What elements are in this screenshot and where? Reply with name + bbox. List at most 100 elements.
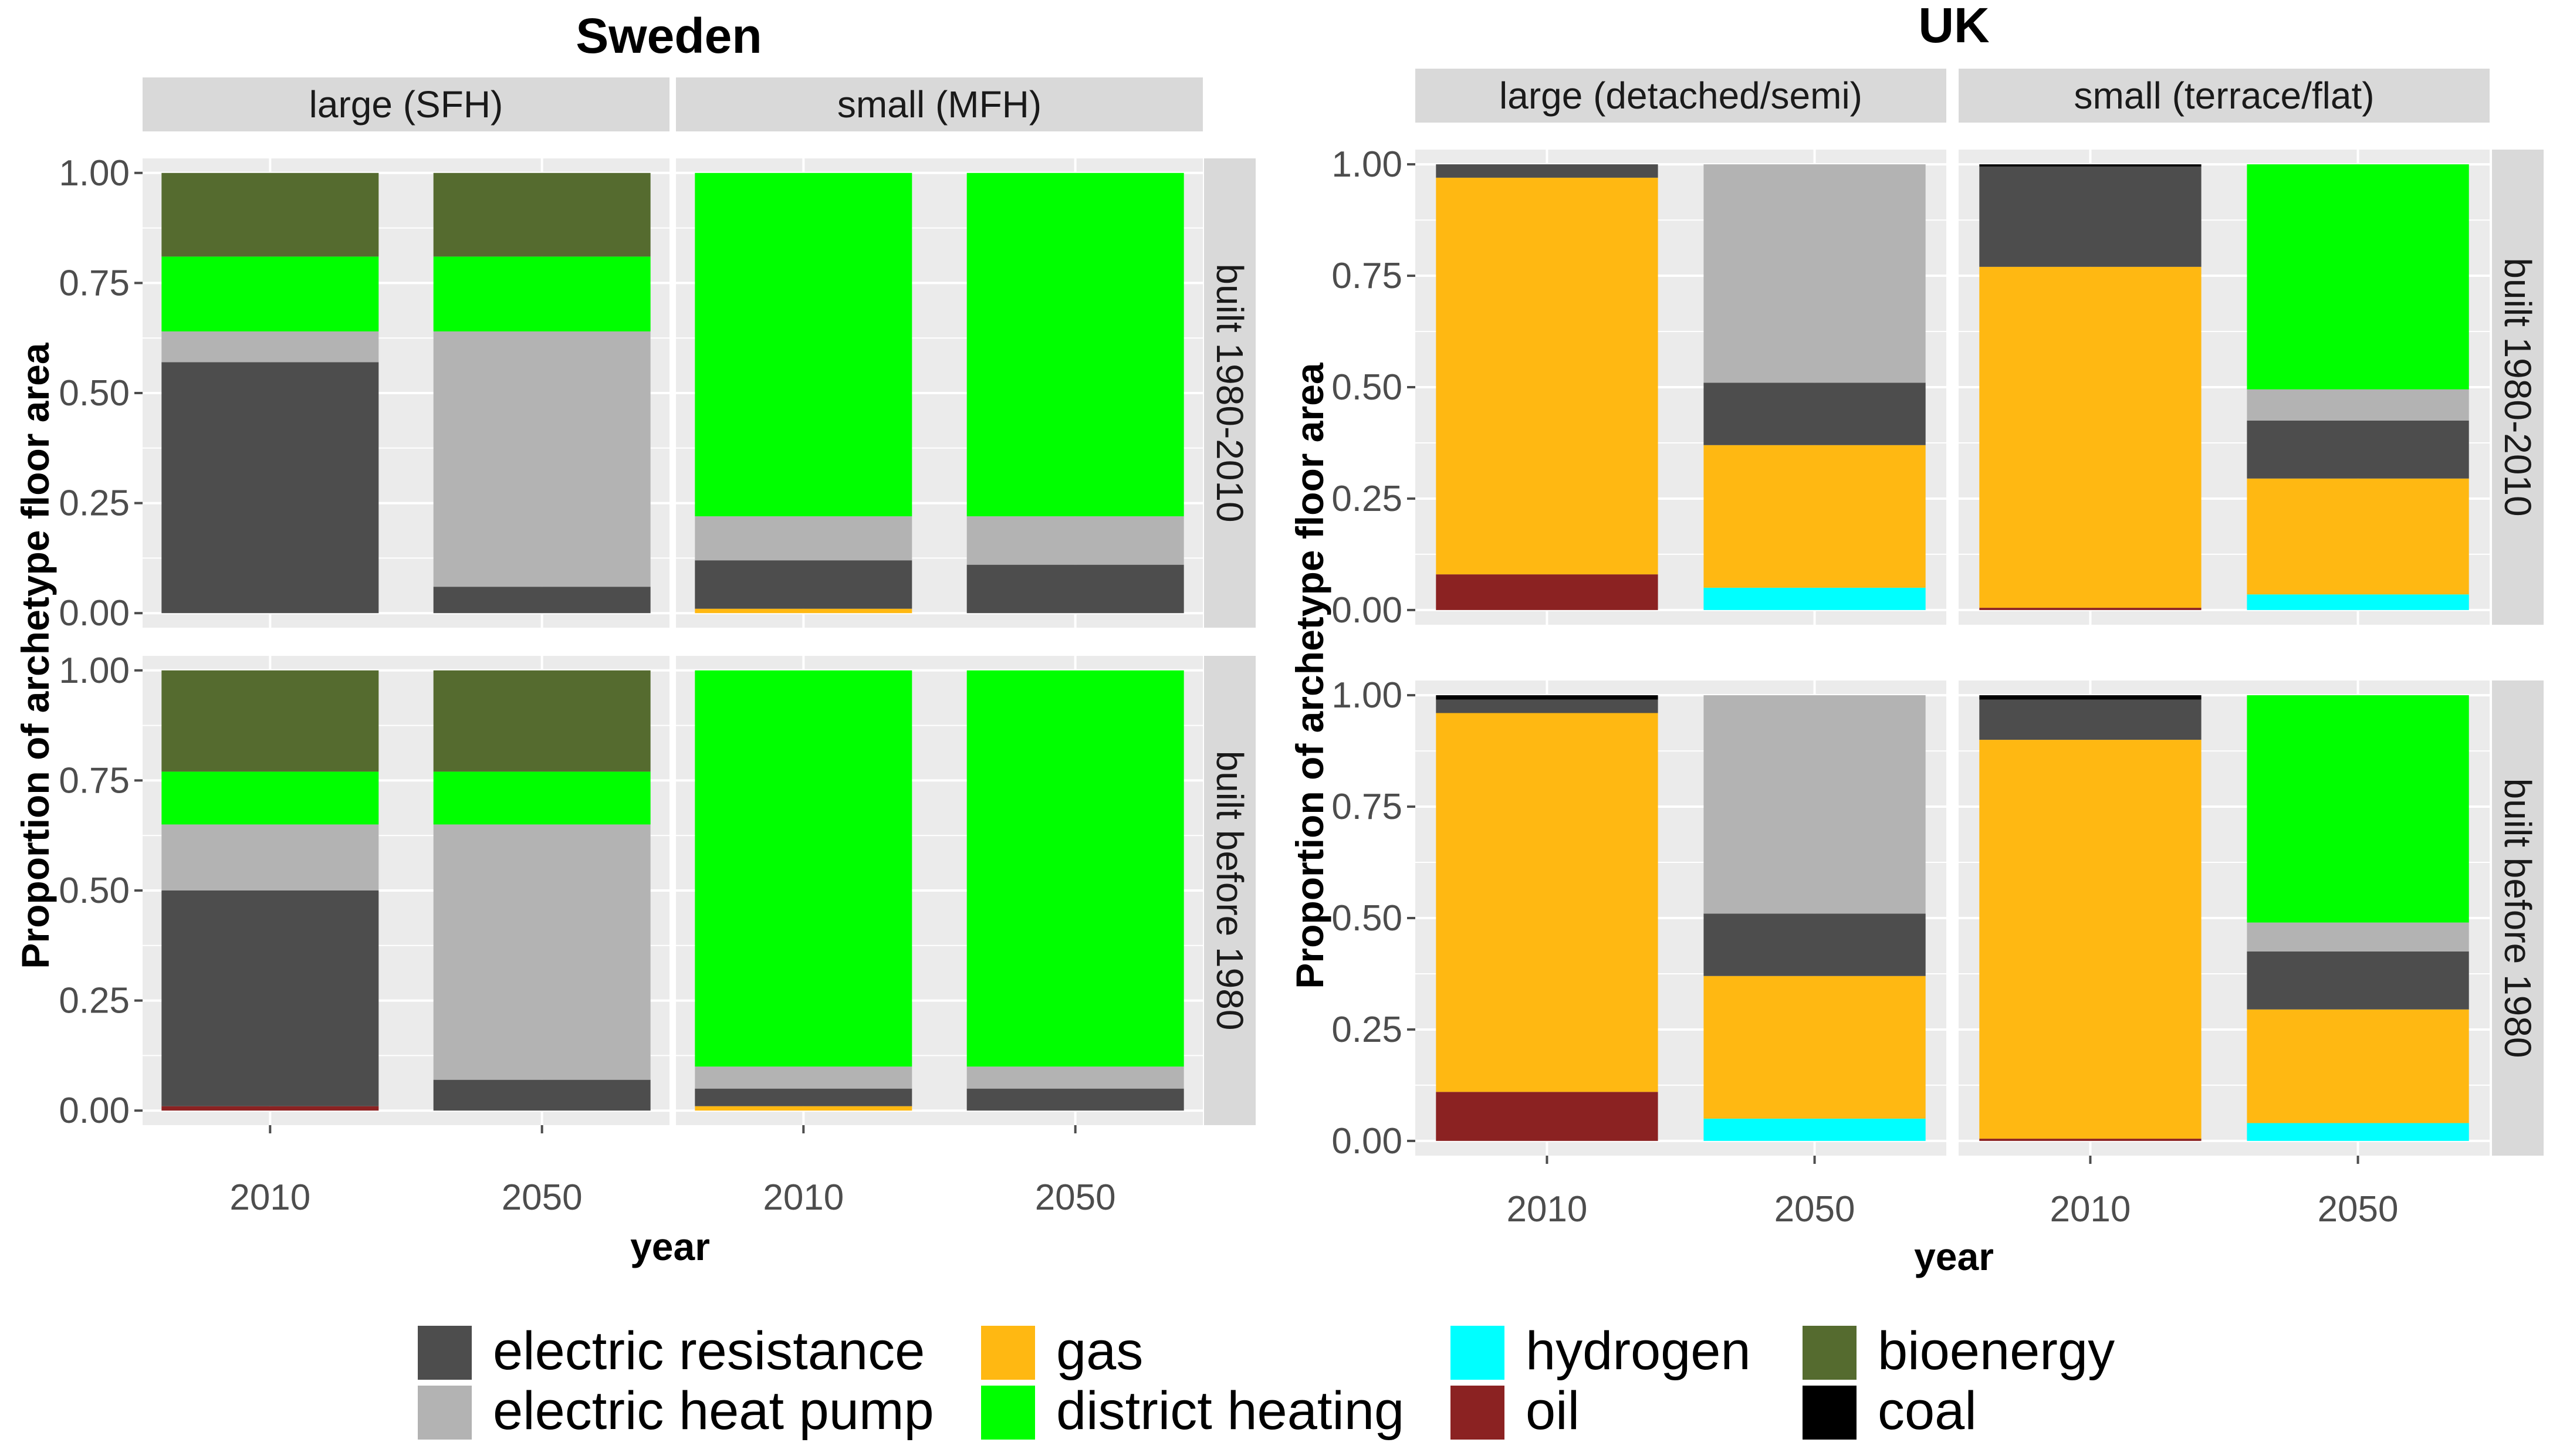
- bar-segment-2010-district-heating: [161, 771, 379, 825]
- y-tick-label: 0.00: [59, 593, 130, 634]
- y-tick-label: 0.25: [1331, 1010, 1402, 1050]
- y-tick-label: 0.50: [1331, 367, 1402, 408]
- panel-small-terrace-flat-built-1980-2010: [1959, 150, 2490, 625]
- bar-segment-2010-oil: [1979, 1139, 2202, 1141]
- bar-segment-2050-electric-resistance: [2247, 951, 2469, 1010]
- legend-label-oil: oil: [1526, 1381, 1580, 1441]
- bar-segment-2050-electric-heat-pump: [2247, 922, 2469, 952]
- panel-small-mfh-built-1980-2010: [676, 158, 1203, 628]
- y-tick-label: 0.25: [59, 483, 130, 524]
- bar-segment-2050-gas: [2247, 478, 2469, 595]
- x-tick-label: 2050: [2318, 1189, 2399, 1230]
- legend-key-oil: [1450, 1386, 1504, 1440]
- bar-segment-2050-electric-resistance: [966, 564, 1184, 614]
- x-tick-label: 2010: [229, 1177, 310, 1218]
- bar-segment-2010-electric-resistance: [1436, 164, 1658, 178]
- bar-segment-2010-bioenergy: [161, 172, 379, 257]
- x-axis-title: year: [630, 1225, 710, 1268]
- bar-segment-2050-electric-resistance: [1703, 382, 1926, 445]
- bar-segment-2010-coal: [1436, 695, 1658, 700]
- bar-segment-2010-oil: [1436, 574, 1658, 610]
- bar-segment-2010-gas: [695, 608, 912, 614]
- y-tick-label: 0.75: [1331, 256, 1402, 296]
- bar-segment-2050-district-heating: [433, 256, 651, 331]
- x-tick-label: 2050: [502, 1177, 583, 1218]
- bar-segment-2010-electric-resistance: [695, 1088, 912, 1106]
- bar-segment-2010-district-heating: [161, 256, 379, 331]
- legend-key-electric-resistance: [418, 1326, 472, 1380]
- row-strip-label-built-before-1980: built before 1980: [2497, 778, 2539, 1058]
- bar-segment-2010-gas: [1436, 177, 1658, 575]
- legend-label-district-heating: district heating: [1056, 1381, 1404, 1441]
- bar-segment-2010-electric-heat-pump: [161, 824, 379, 890]
- bar-segment-2050-gas: [1703, 976, 1926, 1119]
- panel-large-detached-semi-built-1980-2010: [1415, 150, 1946, 625]
- column-strip-label-large-sfh: large (SFH): [309, 83, 503, 126]
- bar-segment-2010-coal: [1979, 164, 2202, 167]
- bar-segment-2010-coal: [1979, 695, 2202, 700]
- legend-key-electric-heat-pump: [418, 1386, 472, 1440]
- legend-label-coal: coal: [1878, 1381, 1977, 1441]
- chart-title: Sweden: [576, 8, 762, 63]
- bar-segment-2050-district-heating: [966, 172, 1184, 517]
- bar-segment-2010-electric-resistance: [695, 560, 912, 609]
- y-tick-label: 0.00: [59, 1091, 130, 1131]
- x-tick-label: 2050: [1035, 1177, 1116, 1218]
- bar-segment-2050-electric-resistance: [966, 1088, 1184, 1111]
- column-strip-label-small-terrace-flat: small (terrace/flat): [2074, 75, 2374, 117]
- legend-key-district-heating: [981, 1386, 1035, 1440]
- bar-segment-2050-district-heating: [966, 670, 1184, 1067]
- y-tick-label: 0.00: [1331, 590, 1402, 631]
- bar-segment-2010-gas: [1979, 740, 2202, 1139]
- y-tick-label: 0.25: [1331, 479, 1402, 519]
- bar-segment-2050-hydrogen: [1703, 587, 1926, 610]
- legend-label-hydrogen: hydrogen: [1526, 1321, 1751, 1381]
- bar-segment-2010-district-heating: [695, 670, 912, 1067]
- chart-title: UK: [1918, 0, 1989, 53]
- row-strip: [1204, 656, 1256, 1125]
- column-strip-label-large-detached-semi: large (detached/semi): [1499, 75, 1862, 117]
- bar-segment-2050-electric-resistance: [1703, 913, 1926, 976]
- bar-segment-2010-electric-heat-pump: [695, 516, 912, 561]
- bar-segment-2050-electric-resistance: [433, 587, 651, 614]
- y-tick-label: 0.00: [1331, 1121, 1402, 1162]
- column-strip-label-small-mfh: small (MFH): [837, 83, 1042, 126]
- bar-segment-2050-hydrogen: [2247, 594, 2469, 610]
- column-strip: [676, 77, 1203, 131]
- bar-segment-2050-electric-resistance: [2247, 420, 2469, 479]
- x-tick-label: 2010: [2050, 1189, 2131, 1230]
- y-axis-title: Proportion of archetype floor area: [1288, 362, 1331, 988]
- panel-large-sfh-built-before-1980: [143, 656, 669, 1125]
- legend-key-coal: [1803, 1386, 1857, 1440]
- x-tick-label: 2050: [1774, 1189, 1855, 1230]
- row-strip-label-built-before-1980: built before 1980: [1209, 751, 1251, 1031]
- legend-label-gas: gas: [1056, 1321, 1143, 1381]
- y-tick-label: 1.00: [59, 651, 130, 691]
- bar-segment-2050-district-heating: [2247, 164, 2469, 390]
- legend-key-bioenergy: [1803, 1326, 1857, 1380]
- bar-segment-2010-electric-resistance: [161, 890, 379, 1106]
- x-tick-label: 2010: [1506, 1189, 1587, 1230]
- y-tick-label: 0.50: [59, 871, 130, 911]
- bar-segment-2010-gas: [695, 1106, 912, 1111]
- y-tick-label: 0.75: [59, 760, 130, 801]
- y-tick-label: 0.50: [1331, 898, 1402, 939]
- bar-segment-2050-electric-heat-pump: [433, 824, 651, 1080]
- bar-segment-2050-electric-heat-pump: [1703, 164, 1926, 383]
- bar-segment-2050-bioenergy: [433, 172, 651, 257]
- bar-segment-2050-electric-heat-pump: [1703, 695, 1926, 914]
- bar-segment-2010-electric-resistance: [1979, 166, 2202, 267]
- bar-segment-2010-gas: [1979, 266, 2202, 608]
- y-axis-title: Proportion of archetype floor area: [13, 342, 57, 969]
- y-tick-label: 0.25: [59, 981, 130, 1021]
- row-strip: [2492, 680, 2544, 1156]
- row-strip: [2492, 150, 2544, 625]
- column-strip: [1415, 69, 1946, 123]
- bar-segment-2010-electric-heat-pump: [695, 1066, 912, 1089]
- bar-segment-2010-electric-resistance: [1436, 699, 1658, 713]
- legend-key-gas: [981, 1326, 1035, 1380]
- y-tick-label: 1.00: [1331, 675, 1402, 716]
- panel-large-sfh-built-1980-2010: [143, 158, 669, 628]
- bar-segment-2010-district-heating: [695, 172, 912, 517]
